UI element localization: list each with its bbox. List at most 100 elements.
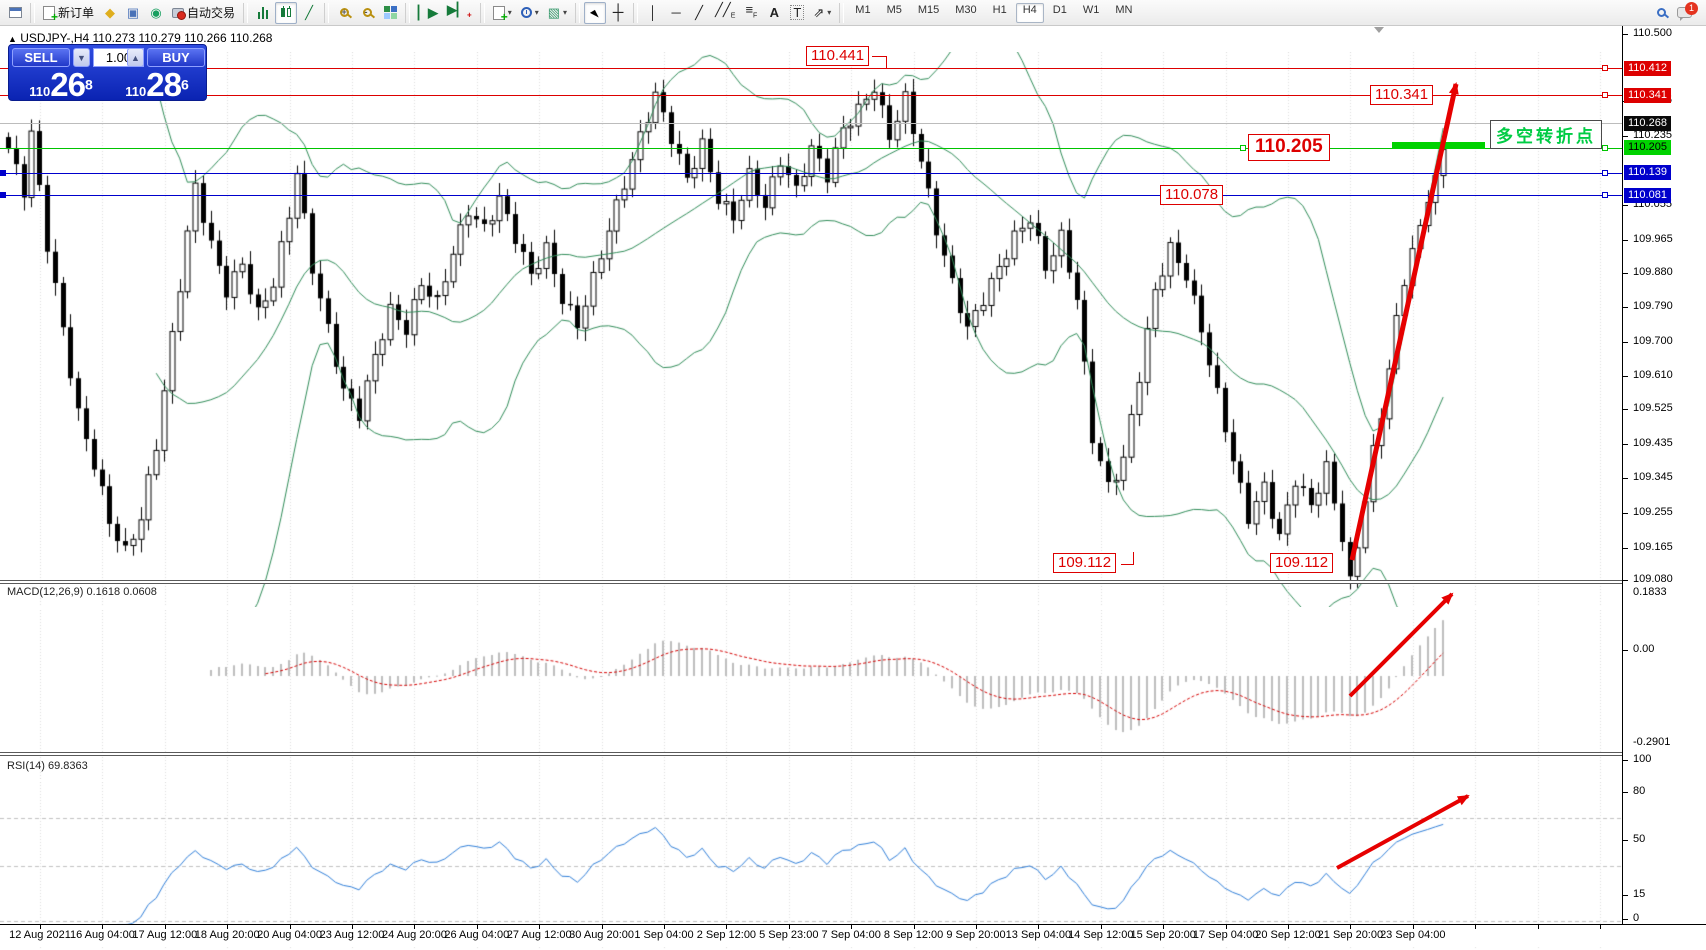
terminal-window-button[interactable] (4, 2, 26, 24)
toolbar-separator (479, 2, 485, 23)
panel-separator[interactable] (0, 752, 1706, 756)
terminal-button[interactable]: ▣ (122, 2, 144, 24)
rsi-axis-tick (1623, 839, 1628, 841)
price-chart-canvas[interactable] (0, 52, 1622, 607)
fibonacci-tool-button[interactable]: ≡F (740, 2, 762, 24)
signal-icon: ◉ (150, 5, 162, 20)
volume-decrease-button[interactable]: ▼ (73, 48, 90, 67)
new-order-label: 新订单 (58, 6, 95, 20)
vertical-line-icon: │ (648, 5, 658, 20)
price-callout-label[interactable]: 110.078 (1160, 185, 1224, 205)
time-axis[interactable]: 12 Aug 2021 16 Aug 04:00 17 Aug 12:00 18 Au… (0, 924, 1706, 947)
trend-arrow-rsi[interactable] (1336, 794, 1470, 870)
search-button[interactable] (1650, 2, 1672, 24)
trend-arrow-price[interactable] (1349, 82, 1459, 561)
price-axis-tick (1623, 580, 1628, 582)
panel-separator[interactable] (0, 580, 1706, 584)
new-order-button[interactable]: 新订单 (39, 2, 98, 24)
turning-point-highlight-bar[interactable] (1392, 142, 1485, 149)
symbol-title: ▲ USDJPY-,H4 110.273 110.279 110.266 110… (8, 31, 273, 45)
auto-scroll-button[interactable]: ▏▶ (414, 2, 442, 24)
zoom-in-button[interactable]: + (333, 2, 355, 24)
line-handle[interactable] (1240, 145, 1246, 151)
line-handle[interactable] (1602, 65, 1608, 71)
price-callout-label[interactable]: 109.112 (1270, 553, 1334, 573)
periods-dropdown[interactable]: ▾ (517, 2, 543, 24)
time-axis-label: 23 Sep 04:00 (1380, 929, 1446, 941)
bar-chart-button[interactable] (252, 2, 274, 24)
label-tool-button[interactable]: T (786, 2, 808, 24)
price-axis-tag-bid: 110.268 (1624, 115, 1671, 131)
crosshair-icon: ┼ (612, 4, 624, 21)
horizontal-line-support[interactable] (0, 195, 1622, 196)
line-handle[interactable] (1602, 92, 1608, 98)
line-handle[interactable] (1602, 145, 1608, 151)
timeframe-m1-button[interactable]: M1 (855, 3, 871, 16)
cursor-tool-button[interactable] (584, 1, 607, 24)
crosshair-tool-button[interactable]: ┼ (607, 2, 629, 24)
buy-price-button[interactable]: 110286 (125, 66, 189, 103)
price-callout-label[interactable]: 110.341 (1370, 85, 1434, 105)
rsi-level-label: 100 (1633, 753, 1652, 765)
signals-button[interactable]: ◉ (145, 2, 167, 24)
turning-point-annotation[interactable]: 多空转折点 (1490, 120, 1602, 149)
horizontal-line-bid[interactable] (0, 123, 1622, 124)
time-axis-label: 17 Sep 04:00 (1192, 929, 1259, 941)
market-depth-button[interactable]: ◆ (99, 2, 121, 24)
timeframe-mn-button[interactable]: MN (1115, 3, 1133, 16)
time-axis-label: 9 Sep 20:00 (946, 929, 1006, 941)
price-callout-label[interactable]: 110.441 (806, 46, 870, 66)
trend-arrow-macd[interactable] (1348, 592, 1454, 698)
templates-dropdown[interactable]: ▧ ▾ (544, 2, 571, 24)
timeframe-m30-button[interactable]: M30 (955, 3, 977, 16)
sell-price-button[interactable]: 110268 (29, 66, 93, 103)
chart-shift-button[interactable]: ▶▏+ (443, 2, 476, 24)
rsi-indicator-canvas[interactable] (0, 782, 1622, 950)
timeframe-d1-button[interactable]: D1 (1052, 3, 1067, 16)
price-callout-label[interactable]: 110.205 (1248, 134, 1330, 161)
autotrading-button[interactable]: 自动交易 (168, 2, 239, 24)
price-axis-tag-resistance: 110.341 (1624, 87, 1671, 103)
timeframe-m15-button[interactable]: M15 (917, 3, 940, 16)
text-tool-button[interactable]: A (763, 2, 785, 24)
timeframe-h4-button[interactable]: H4 (1015, 2, 1044, 23)
candlestick-chart-button[interactable] (275, 1, 298, 24)
arrows-tool-dropdown[interactable]: ⇗ ▾ (809, 2, 835, 24)
vertical-line-tool-button[interactable]: │ (642, 2, 664, 24)
main-toolbar: 新订单 ◆ ▣ ◉ 自动交易 ╱ + - ▏▶ ▶▏+ ▾ ▾ ▧ ▾ ┼ (0, 0, 1706, 26)
trendline-tool-button[interactable]: ╱ (688, 2, 710, 24)
line-handle[interactable] (1602, 192, 1608, 198)
autotrading-icon (172, 7, 187, 20)
price-axis-tick-label: 110.235 (1633, 129, 1672, 142)
timeframe-m5-button[interactable]: M5 (886, 3, 902, 16)
timeframe-w1-button[interactable]: W1 (1082, 3, 1100, 16)
horizontal-line-tool-button[interactable]: ─ (665, 2, 687, 24)
time-axis-tick (788, 925, 790, 929)
toolbar-separator (633, 2, 639, 23)
gold-diamond-icon: ◆ (105, 5, 116, 20)
time-axis-tick (1288, 925, 1289, 929)
channel-tool-button[interactable]: ╱╱E (711, 2, 739, 24)
new-chart-dropdown[interactable]: ▾ (489, 2, 516, 24)
zoom-out-button[interactable]: - (356, 2, 378, 24)
time-axis-label: 12 Aug 2021 (9, 929, 71, 941)
price-callout-label[interactable]: 109.112 (1053, 553, 1117, 573)
price-axis-tick (1623, 478, 1628, 480)
line-chart-button[interactable]: ╱ (298, 2, 320, 24)
tile-windows-button[interactable] (379, 2, 401, 24)
horizontal-line-support[interactable] (0, 173, 1622, 174)
buy-button[interactable]: BUY (147, 48, 205, 67)
macd-indicator-canvas[interactable] (0, 610, 1622, 779)
line-handle[interactable] (1602, 170, 1608, 176)
price-axis[interactable]: 110.500110.325110.235110.055109.965109.8… (1622, 26, 1706, 924)
horizontal-line-pivot[interactable] (0, 148, 1622, 149)
timeframe-h1-button[interactable]: H1 (992, 3, 1007, 16)
chart-shift-marker-icon[interactable] (1374, 27, 1384, 33)
horizontal-line-resistance[interactable] (0, 68, 1622, 69)
notifications-button[interactable]: 1 (1673, 2, 1698, 24)
volume-increase-button[interactable]: ▲ (127, 48, 144, 67)
sell-button[interactable]: SELL (12, 48, 70, 67)
horizontal-line-resistance[interactable] (0, 95, 1622, 96)
price-axis-tick-label: 109.165 (1633, 540, 1673, 553)
